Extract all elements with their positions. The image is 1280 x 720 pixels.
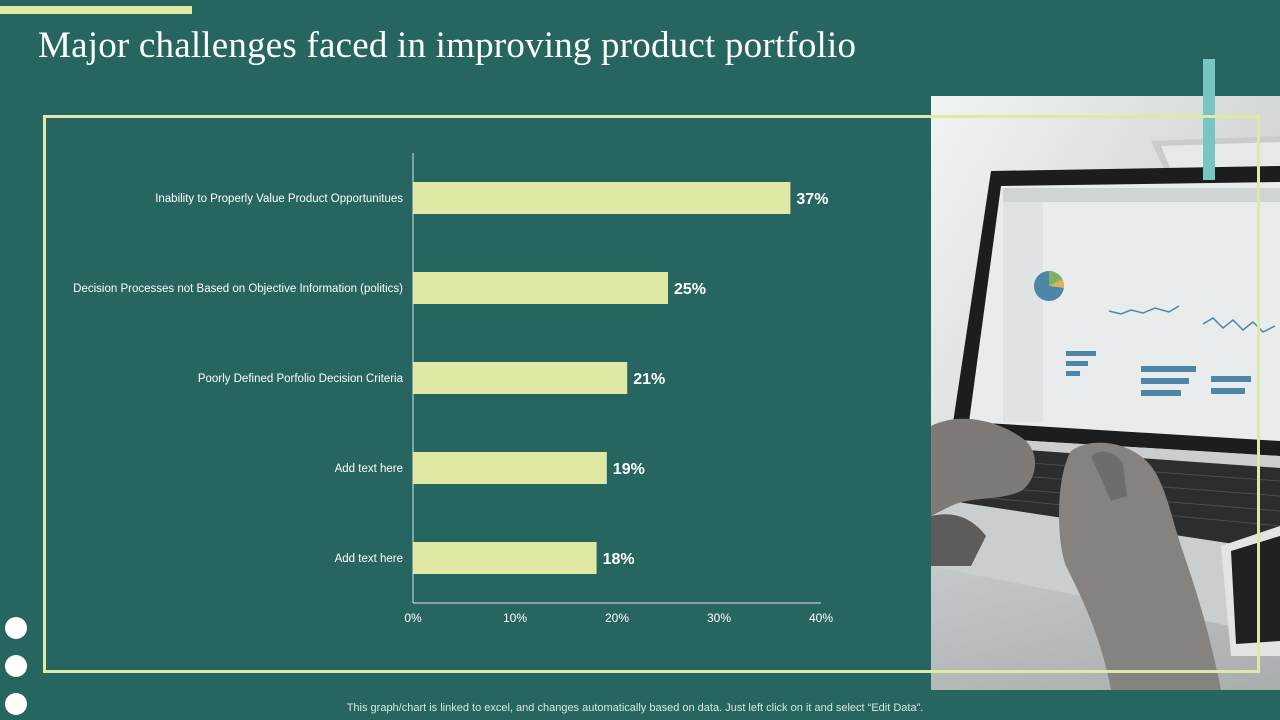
slide-title: Major challenges faced in improving prod… [38, 25, 857, 66]
teal-accent-bar [1203, 59, 1215, 180]
data-label-3: 21% [633, 371, 665, 388]
pagination-dot-1 [5, 617, 27, 639]
x-tick-label: 10% [503, 611, 527, 625]
data-label-2: 25% [674, 281, 706, 298]
category-label-1: Inability to Properly Value Product Oppo… [155, 193, 403, 205]
data-label-4: 19% [613, 461, 645, 478]
data-label-1: 37% [796, 191, 828, 208]
pagination-dot-3 [5, 693, 27, 715]
x-tick-label: 0% [404, 611, 422, 625]
x-tick-label: 40% [809, 611, 833, 625]
bar-4 [413, 452, 607, 484]
pagination-dot-2 [5, 655, 27, 677]
bar-chart: Inability to Properly Value Product Oppo… [73, 153, 833, 625]
x-tick-label: 30% [707, 611, 731, 625]
bar-3 [413, 362, 628, 394]
data-label-5: 18% [603, 551, 635, 568]
bar-1 [413, 182, 791, 214]
category-label-5: Add text here [335, 553, 403, 565]
top-accent-bar [0, 6, 192, 14]
bar-5 [413, 542, 597, 574]
footnote: This graph/chart is linked to excel, and… [346, 702, 924, 714]
category-label-4: Add text here [335, 463, 403, 475]
category-label-2: Decision Processes not Based on Objectiv… [73, 283, 403, 295]
laptop-photo [931, 96, 1280, 690]
bar-2 [413, 272, 668, 304]
x-tick-label: 20% [605, 611, 629, 625]
category-label-3: Poorly Defined Porfolio Decision Criteri… [198, 373, 404, 385]
